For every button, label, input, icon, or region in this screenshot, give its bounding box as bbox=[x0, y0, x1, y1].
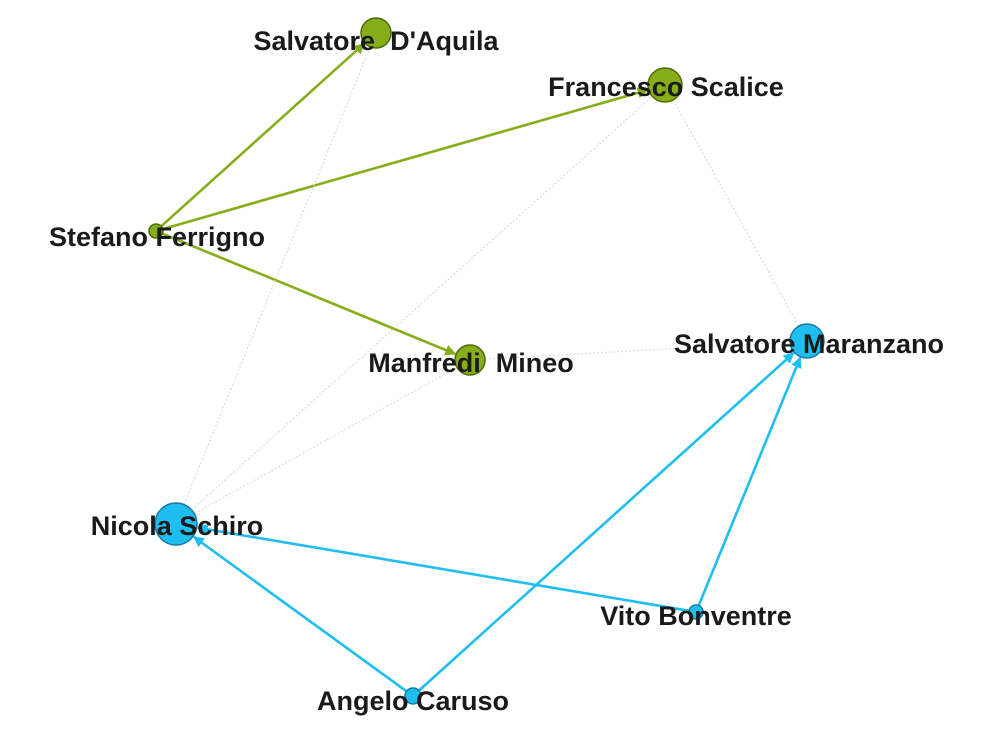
edge-schiro-to-scalice bbox=[191, 96, 652, 511]
nodes-layer bbox=[148, 17, 825, 705]
node-label-caruso: Angelo Caruso bbox=[317, 686, 509, 716]
node-label-ferrigno: Stefano Ferrigno bbox=[49, 222, 265, 252]
node-maranzano[interactable] bbox=[789, 323, 825, 359]
node-mineo[interactable] bbox=[454, 344, 486, 376]
edge-scalice-to-maranzano bbox=[672, 99, 799, 326]
edge-schiro-to-mineo bbox=[194, 367, 457, 515]
node-label-mineo: Manfredi Mineo bbox=[368, 348, 574, 378]
node-label-maranzano: Salvatore Maranzano bbox=[674, 329, 944, 359]
node-label-aquila: Salvatore D'Aquila bbox=[254, 26, 500, 56]
node-caruso[interactable] bbox=[404, 687, 422, 705]
edge-caruso-to-schiro bbox=[192, 535, 408, 693]
labels-layer: Salvatore D'Aquila Francesco Scalice Stefa… bbox=[49, 26, 944, 716]
edge-bonventre-to-schiro bbox=[196, 523, 690, 613]
node-ferrigno[interactable] bbox=[148, 223, 164, 239]
node-bonventre[interactable] bbox=[688, 604, 704, 620]
node-label-schiro: Nicola Schiro bbox=[91, 511, 264, 541]
node-label-scalice: Francesco Scalice bbox=[548, 72, 784, 102]
node-scalice[interactable] bbox=[647, 67, 683, 103]
edge-ferrigno-to-aquila bbox=[160, 42, 365, 228]
edge-mineo-to-maranzano bbox=[484, 341, 790, 360]
edges-layer bbox=[160, 42, 802, 693]
node-schiro[interactable] bbox=[154, 502, 198, 546]
edge-schiro-to-aquila bbox=[183, 47, 371, 505]
node-label-bonventre: Vito Bonventre bbox=[600, 601, 792, 631]
edge-ferrigno-to-scalice bbox=[162, 87, 649, 231]
edge-caruso-to-maranzano bbox=[418, 352, 795, 692]
node-aquila[interactable] bbox=[360, 17, 392, 49]
edge-bonventre-to-maranzano bbox=[697, 356, 802, 606]
edge-ferrigno-to-mineo bbox=[162, 232, 457, 356]
